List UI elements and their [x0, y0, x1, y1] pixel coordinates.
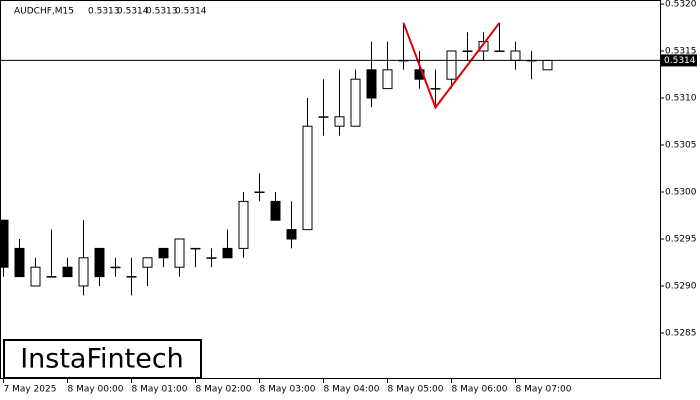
candle-body [286, 229, 297, 240]
candle-body [366, 69, 377, 99]
candle-body [158, 247, 169, 259]
x-tick-label: 8 May 06:00 [452, 385, 508, 395]
y-tick-label: 0.5290 [665, 282, 697, 292]
header-open: 0.5313 [88, 7, 120, 17]
candle-body [494, 50, 505, 52]
candle-body [510, 50, 521, 61]
candle-body [350, 78, 361, 127]
candle-body [542, 59, 553, 71]
candle-body [174, 238, 185, 268]
y-tick-label: 0.5315 [665, 47, 697, 57]
candle-body [318, 116, 329, 118]
y-tick-label: 0.5320 [665, 0, 697, 10]
candle-body [126, 276, 137, 278]
y-tick-label: 0.5310 [665, 94, 697, 104]
current-price-box [661, 54, 697, 67]
header-close: 0.5314 [175, 7, 207, 17]
candle-body [446, 50, 457, 80]
header-low: 0.5313 [146, 7, 178, 17]
candle-body [30, 266, 41, 287]
header-high: 0.5314 [117, 7, 149, 17]
x-tick-label: 8 May 01:00 [132, 385, 188, 395]
symbol: AUDCHF,M15 [14, 7, 74, 17]
y-tick-label: 0.5300 [665, 188, 697, 198]
y-tick-label: 0.5285 [665, 329, 697, 339]
candle-body [14, 247, 25, 278]
candle-body [430, 88, 441, 90]
candle-body [206, 257, 217, 259]
candle-body [302, 125, 313, 231]
candle-body [142, 257, 153, 268]
x-tick-label: 7 May 2025 [4, 385, 57, 395]
x-tick-label: 8 May 00:00 [68, 385, 124, 395]
candle-body [62, 266, 73, 278]
candle-body [78, 257, 89, 287]
candle-body [110, 266, 121, 269]
x-tick-label: 8 May 02:00 [196, 385, 252, 395]
candle-body [334, 116, 345, 127]
candle-body [478, 41, 489, 52]
candle-body [462, 50, 473, 52]
candle-body [222, 247, 233, 259]
logo: InstaFintech [20, 344, 184, 375]
plot-frame [0, 0, 661, 379]
candle-body [94, 247, 105, 278]
x-tick-label: 8 May 04:00 [324, 385, 380, 395]
candle-body [0, 219, 9, 268]
y-tick-label: 0.5295 [665, 235, 697, 245]
candle-body [46, 276, 57, 278]
pattern-line [402, 22, 501, 110]
x-tick-label: 8 May 07:00 [516, 385, 572, 395]
candle-body [190, 247, 201, 250]
candle-body [238, 200, 249, 249]
candle-body [270, 200, 281, 221]
y-tick-label: 0.5305 [665, 141, 697, 151]
x-tick-label: 8 May 05:00 [388, 385, 444, 395]
logo-box [3, 339, 202, 379]
candle-body [254, 191, 265, 193]
x-tick-label: 8 May 03:00 [260, 385, 316, 395]
candle-body [382, 69, 393, 90]
current-price-label: 0.5314 [664, 56, 696, 66]
